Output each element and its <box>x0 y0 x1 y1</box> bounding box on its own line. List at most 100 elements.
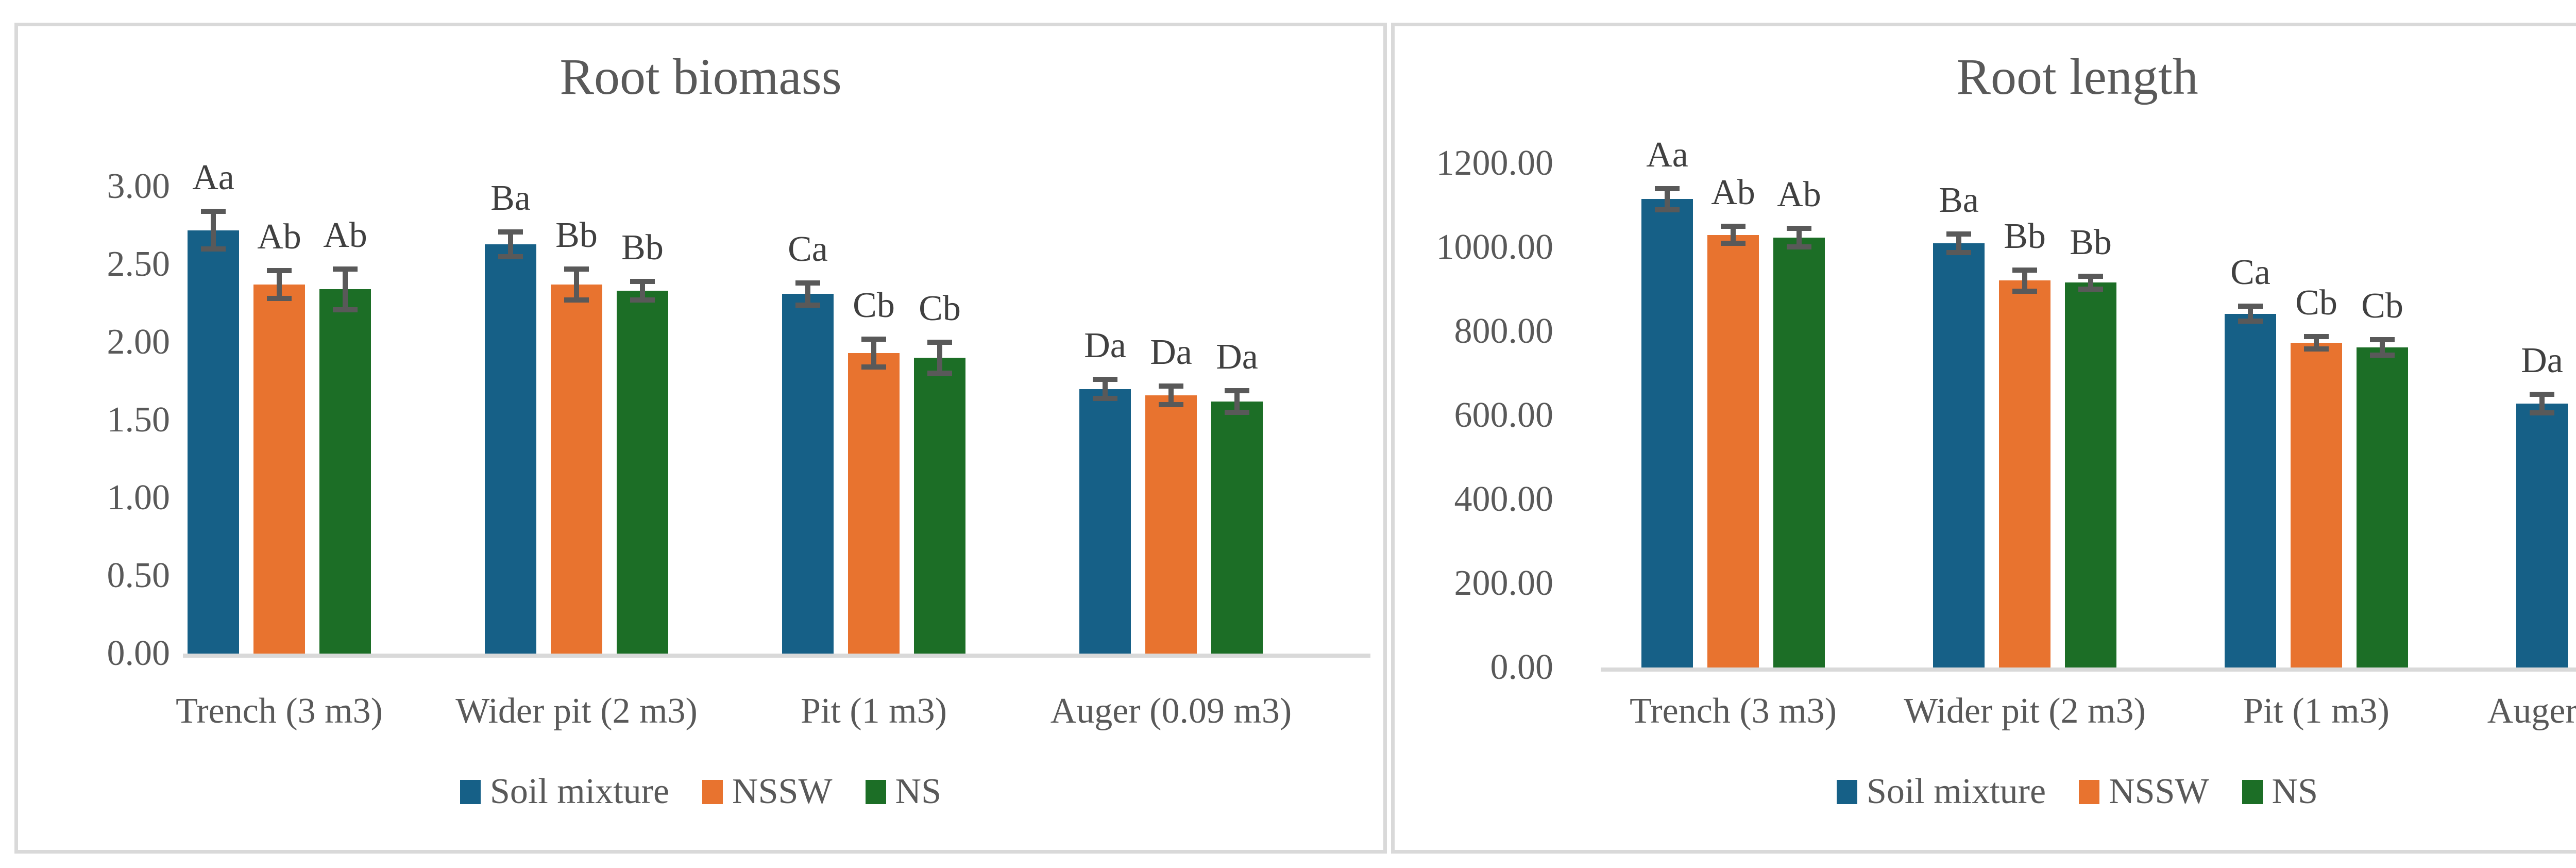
error-bar-line <box>640 281 645 301</box>
error-bar-cap-top <box>927 340 952 345</box>
x-axis-category-label: Trench (3 m3) <box>176 691 383 731</box>
y-axis-tick-label: 2.50 <box>107 244 171 284</box>
error-bar-cap-bottom <box>2370 352 2395 358</box>
error-bar-cap-top <box>630 279 655 285</box>
error-bar-cap-top <box>861 336 886 342</box>
legend-item-label: NS <box>895 772 942 811</box>
bar-annotation: Da <box>1084 326 1126 366</box>
error-bar-cap-bottom <box>2238 319 2263 324</box>
bar-annotation: Bb <box>2070 223 2112 263</box>
error-bar-line <box>1234 390 1240 412</box>
bar-annotation: Ab <box>1777 175 1821 215</box>
error-bar-cap-bottom <box>1655 207 1680 212</box>
bar-annotation: Cb <box>2361 286 2403 326</box>
chart-title-root-biomass: Root biomass <box>560 48 842 105</box>
y-axis-tick-label: 1200.00 <box>1436 143 1554 183</box>
bar-annotation: Cb <box>919 289 961 328</box>
error-bar-cap-top <box>2012 268 2037 273</box>
error-bar-cap-bottom <box>1721 240 1745 246</box>
bar-soil-mixture <box>2225 313 2276 667</box>
legend-item-ns: NS <box>2242 774 2318 810</box>
error-bar-line <box>2539 394 2545 413</box>
error-bar-line <box>805 283 810 305</box>
error-bar-cap-bottom <box>333 307 358 312</box>
legend-swatch-icon <box>702 779 723 804</box>
error-bar-cap-top <box>564 266 589 272</box>
error-bar-cap-bottom <box>1225 409 1249 415</box>
error-bar-line <box>1103 379 1108 398</box>
error-bar-cap-bottom <box>1159 402 1183 407</box>
error-bar-line <box>277 271 282 299</box>
legend-item-label: NSSW <box>2109 772 2209 811</box>
error-bar-line <box>211 211 216 249</box>
error-bar-cap-bottom <box>1093 395 1117 401</box>
y-axis-tick-label: 3.00 <box>107 166 171 206</box>
error-bar-line <box>1797 228 1802 247</box>
y-axis-tick-label: 400.00 <box>1454 479 1554 519</box>
error-bar-cap-bottom <box>201 246 226 252</box>
y-axis-tick-label: 2.00 <box>107 322 171 362</box>
bar-annotation: Cb <box>853 285 895 325</box>
legend-item-nssw: NSSW <box>2079 774 2209 810</box>
bar-nssw <box>2291 343 2342 667</box>
y-axis-tick-label: 0.00 <box>107 633 171 673</box>
error-bar-line <box>871 339 876 368</box>
legend-item-soil-mixture: Soil mixture <box>1836 774 2046 810</box>
error-bar-line <box>508 231 513 257</box>
bar-ns <box>2065 282 2116 667</box>
bar-annotation: Da <box>1150 332 1192 372</box>
root-length-plot-area: 0.00 200.00 400.00 600.00 800.00 1000.00 1200.… <box>1395 26 2576 850</box>
error-bar-cap-bottom <box>2012 288 2037 294</box>
bar-annotation: Aa <box>1646 135 1688 175</box>
error-bar-cap-bottom <box>1787 244 1811 250</box>
legend-swatch-icon <box>460 779 481 804</box>
error-bar-cap-top <box>2530 392 2554 397</box>
bar-soil-mixture <box>1079 389 1131 654</box>
bar-annotation: Ab <box>323 215 367 256</box>
error-bar-cap-bottom <box>498 254 523 259</box>
error-bar-cap-top <box>795 280 820 286</box>
y-axis-tick-label: 200.00 <box>1454 563 1554 603</box>
error-bar-cap-top <box>1093 377 1117 382</box>
legend-item-label: NS <box>2272 772 2318 811</box>
bar-soil-mixture <box>188 230 239 654</box>
error-bar-cap-bottom <box>2304 346 2329 352</box>
error-bar-line <box>1956 233 1961 253</box>
error-bar-cap-top <box>1946 231 1971 237</box>
error-bar-cap-bottom <box>267 296 292 302</box>
error-bar-cap-bottom <box>795 302 820 308</box>
x-axis-category-label: Auger (0.09 m3) <box>1050 691 1292 731</box>
chart-title-root-length: Root length <box>1956 48 2198 105</box>
bar-annotation: Ca <box>2230 253 2270 293</box>
error-bar-line <box>343 269 348 310</box>
error-bar-cap-top <box>498 229 523 235</box>
bar-annotation: Ba <box>490 178 531 218</box>
bar-annotation: Aa <box>192 158 234 198</box>
y-axis-tick-label: 0.50 <box>107 556 171 595</box>
bar-annotation: Da <box>2521 341 2563 381</box>
bar-nssw <box>848 353 900 654</box>
bar-soil-mixture <box>782 294 834 654</box>
error-bar-line <box>2314 336 2319 349</box>
legend-item-soil-mixture: Soil mixture <box>460 774 669 810</box>
bar-annotation: Bb <box>621 228 664 268</box>
root-biomass-chart-panel: Root biomass 0.00 0.50 1.00 1.50 2.00 2.50 3.0… <box>14 23 1387 854</box>
error-bar-line <box>2022 270 2027 291</box>
bar-ns <box>1773 238 1825 667</box>
legend-item-ns: NS <box>865 772 942 811</box>
bar-soil-mixture <box>1641 199 1693 667</box>
x-axis-category-label: Pit (1 m3) <box>2243 691 2389 731</box>
x-axis-category-label: Pit (1 m3) <box>801 691 947 731</box>
root-biomass-plot-area: 0.00 0.50 1.00 1.50 2.00 2.50 3.00 Aa Ab Ab Trench… <box>18 26 1383 850</box>
error-bar-line <box>574 269 579 301</box>
error-bar-cap-top <box>2304 333 2329 339</box>
bar-ns <box>319 289 371 654</box>
bar-nssw <box>253 285 305 654</box>
bar-annotation: Ca <box>788 229 828 270</box>
bar-annotation: Ab <box>1711 173 1755 213</box>
error-bar-cap-top <box>267 268 292 274</box>
bar-nssw <box>1999 280 2050 667</box>
legend-swatch-icon <box>1836 779 1857 804</box>
root-length-chart-panel: Root length 0.00 200.00 400.00 600.00 800.00… <box>1391 23 2576 854</box>
bar-soil-mixture <box>2516 404 2568 667</box>
